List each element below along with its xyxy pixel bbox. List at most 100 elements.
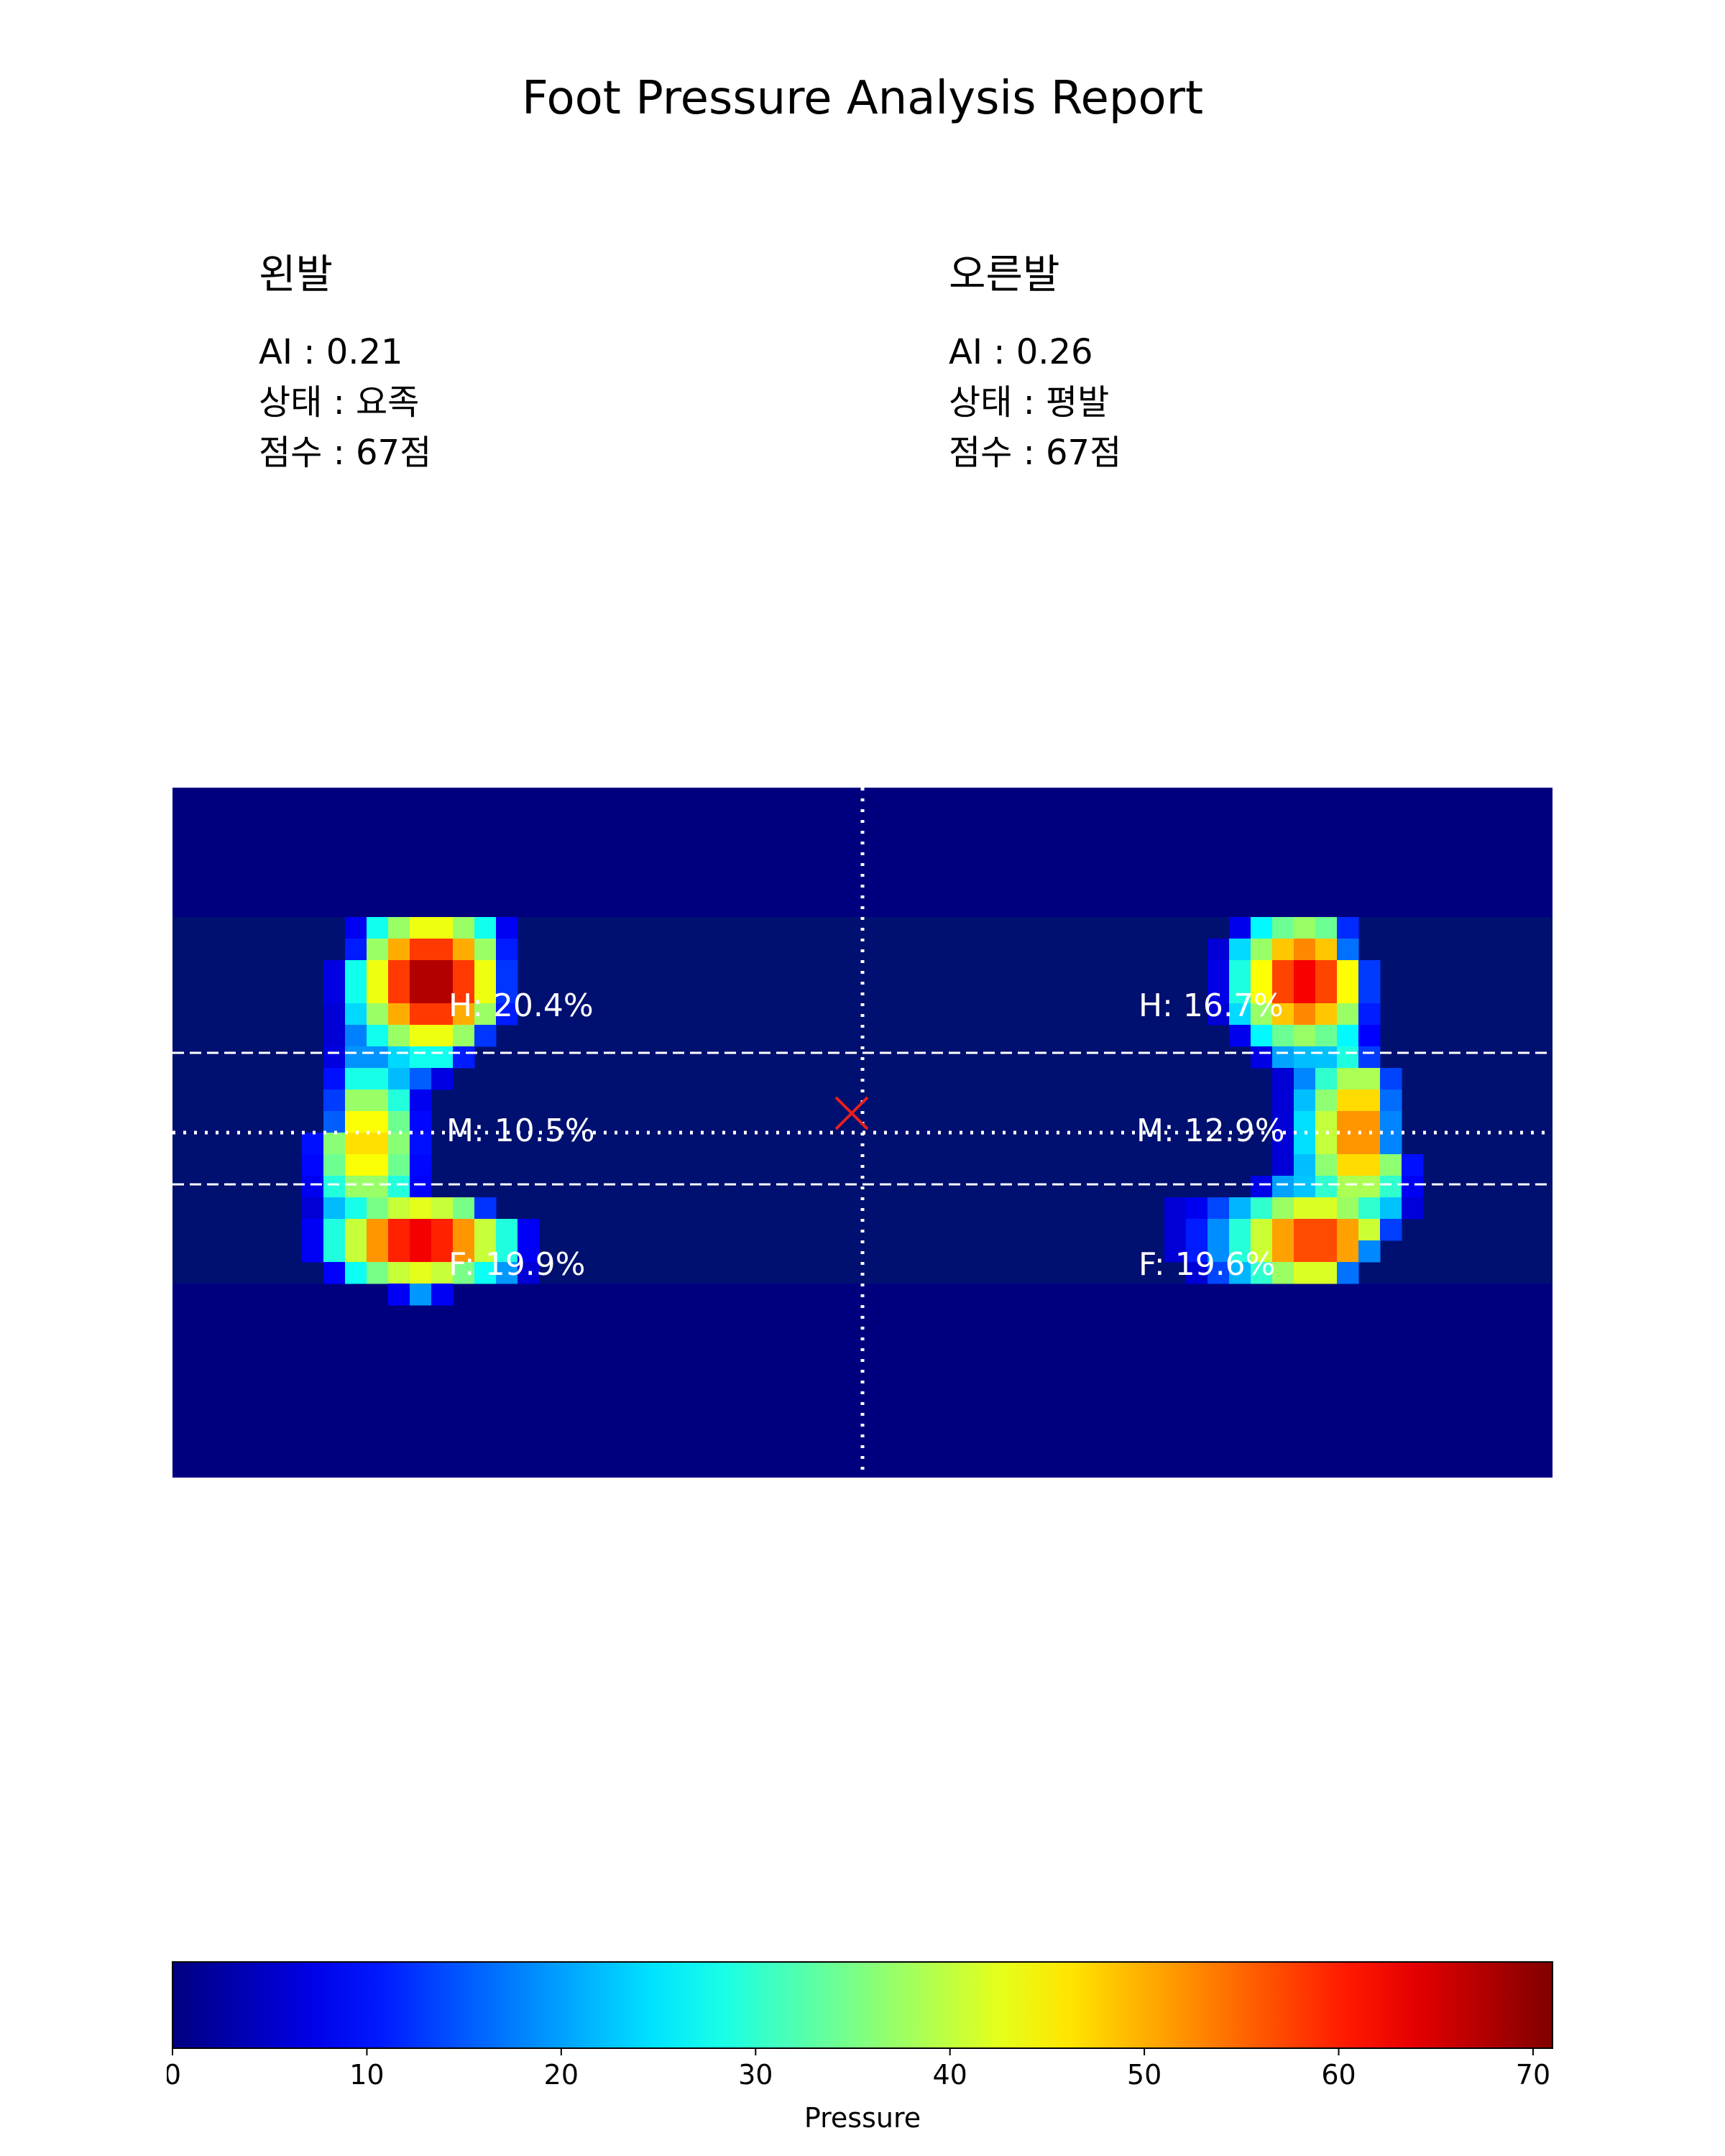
right-foot-heading: 오른발: [949, 252, 1060, 298]
right-status-sep: :: [1012, 382, 1046, 423]
heatmap-cell: [345, 917, 367, 939]
right-score-label: 점수: [949, 433, 1013, 473]
heatmap-cell: [453, 1240, 475, 1263]
heatmap-cell: [1164, 1219, 1187, 1241]
region-label-right-f: F: 19.6%: [1138, 1246, 1275, 1283]
heatmap-cells: [302, 917, 1424, 1306]
heatmap-cell: [1272, 1111, 1294, 1133]
report-title: Foot Pressure Analysis Report: [521, 72, 1204, 125]
heatmap-cell: [431, 1262, 454, 1284]
heatmap-cell: [1337, 1262, 1359, 1284]
heatmap-cell: [1315, 1046, 1338, 1069]
heatmap-cell: [1251, 1262, 1273, 1284]
heatmap-cell: [1208, 1003, 1230, 1026]
heatmap-cell: [367, 1176, 389, 1198]
heatmap-cell: [1358, 1176, 1381, 1198]
heatmap-cell: [1402, 1197, 1424, 1220]
heatmap-cell: [496, 917, 518, 939]
colorbar-tick-label: 0: [167, 2059, 181, 2091]
colorbar-gradient: [172, 1961, 1553, 2049]
right-status-value: 평발: [1046, 382, 1110, 423]
heatmap-cell: [1272, 1197, 1294, 1220]
heatmap-cell: [1294, 1089, 1316, 1112]
heatmap-cell: [1229, 1219, 1251, 1241]
heatmap-cell: [388, 1219, 410, 1241]
heatmap-cell: [1337, 1089, 1359, 1112]
heatmap-cell: [1294, 1046, 1316, 1069]
heatmap-cell: [474, 1197, 497, 1220]
heatmap-cell: [388, 1197, 410, 1220]
left-score-line: 점수 : 67점: [259, 428, 762, 478]
heatmap-cell: [1272, 939, 1294, 961]
heatmap-cell: [1315, 1176, 1338, 1198]
heatmap-cell: [1358, 1154, 1381, 1176]
heatmap-cell: [1272, 1089, 1294, 1112]
heatmap-cell: [367, 1262, 389, 1284]
heatmap-cell: [1164, 1240, 1187, 1263]
heatmap-cell: [1380, 1176, 1402, 1198]
heatmap-cell: [323, 1219, 346, 1241]
heatmap-cell: [410, 1133, 432, 1155]
heatmap-cell: [388, 917, 410, 939]
heatmap-cell: [410, 1197, 432, 1220]
heatmap-cell: [1337, 1068, 1359, 1090]
heatmap-cell: [388, 1046, 410, 1069]
heatmap-cell: [1315, 1240, 1338, 1263]
heatmap-cell: [410, 1025, 432, 1047]
heatmap-cell: [431, 960, 454, 982]
heatmap-cell: [1229, 1197, 1251, 1220]
heatmap-cell: [1315, 1111, 1338, 1133]
heatmap-cell: [1272, 1154, 1294, 1176]
heatmap-cell: [367, 1197, 389, 1220]
heatmap-cell: [1164, 1197, 1187, 1220]
heatmap-cell: [474, 1003, 497, 1026]
right-status-line: 상태 : 평발: [949, 377, 1452, 428]
left-score-label: 점수: [259, 433, 323, 473]
heatmap-cell: [1337, 1133, 1359, 1155]
heatmap-cell: [1380, 1089, 1402, 1112]
heatmap-cell: [1294, 1197, 1316, 1220]
heatmap-cell: [1358, 1003, 1381, 1026]
heatmap-cell: [1337, 960, 1359, 982]
heatmap-cell: [474, 982, 497, 1004]
heatmap-cell: [431, 1219, 454, 1241]
heatmap-cell: [474, 1219, 497, 1241]
heatmap-cell: [323, 1046, 346, 1069]
heatmap-cell: [1315, 1003, 1338, 1026]
heatmap-cell: [302, 1197, 324, 1220]
heatmap-cell: [410, 1284, 432, 1306]
heatmap-cell: [302, 1240, 324, 1263]
heatmap-cell: [496, 1240, 518, 1263]
heatmap-cell: [323, 960, 346, 982]
heatmap-cell: [367, 1068, 389, 1090]
heatmap-cell: [1337, 1176, 1359, 1198]
heatmap-cell: [1315, 939, 1338, 961]
heatmap-cell: [1380, 1154, 1402, 1176]
heatmap-cell: [388, 1262, 410, 1284]
left-foot-panel: 왼발 AI : 0.21 상태 : 요족 점수 : 67점: [259, 248, 762, 478]
heatmap-cell: [1251, 939, 1273, 961]
heatmap-cell: [431, 917, 454, 939]
heatmap-cell: [1315, 1089, 1338, 1112]
heatmap-cell: [410, 1089, 432, 1112]
heatmap-cell: [1315, 1219, 1338, 1241]
region-label-right-m: M: 12.9%: [1136, 1112, 1285, 1149]
heatmap-cell: [1229, 1003, 1251, 1026]
heatmap-cell: [1251, 1003, 1273, 1026]
heatmap-cell: [410, 1068, 432, 1090]
heatmap-cell: [323, 1240, 346, 1263]
heatmap-cell: [1315, 1025, 1338, 1047]
heatmap-cell: [431, 939, 454, 961]
heatmap-cell: [1294, 960, 1316, 982]
heatmap-cell: [1208, 1197, 1230, 1220]
heatmap-cell: [410, 1111, 432, 1133]
heatmap-cell: [410, 960, 432, 982]
heatmap-cell: [1337, 1154, 1359, 1176]
heatmap-cell: [1294, 1003, 1316, 1026]
heatmap-cell: [367, 1003, 389, 1026]
heatmap-cell: [1294, 1025, 1316, 1047]
colorbar-tick-label: 70: [1516, 2059, 1550, 2091]
heatmap-cell: [1315, 1262, 1338, 1284]
heatmap-cell: [1337, 917, 1359, 939]
heatmap-cell: [388, 1003, 410, 1026]
